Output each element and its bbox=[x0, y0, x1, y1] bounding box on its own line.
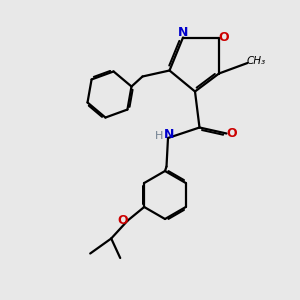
Text: N: N bbox=[178, 26, 188, 39]
Text: O: O bbox=[226, 127, 237, 140]
Text: CH₃: CH₃ bbox=[246, 56, 266, 67]
Text: N: N bbox=[164, 128, 175, 142]
Text: O: O bbox=[117, 214, 128, 227]
Text: H: H bbox=[155, 130, 163, 141]
Text: O: O bbox=[218, 31, 229, 44]
